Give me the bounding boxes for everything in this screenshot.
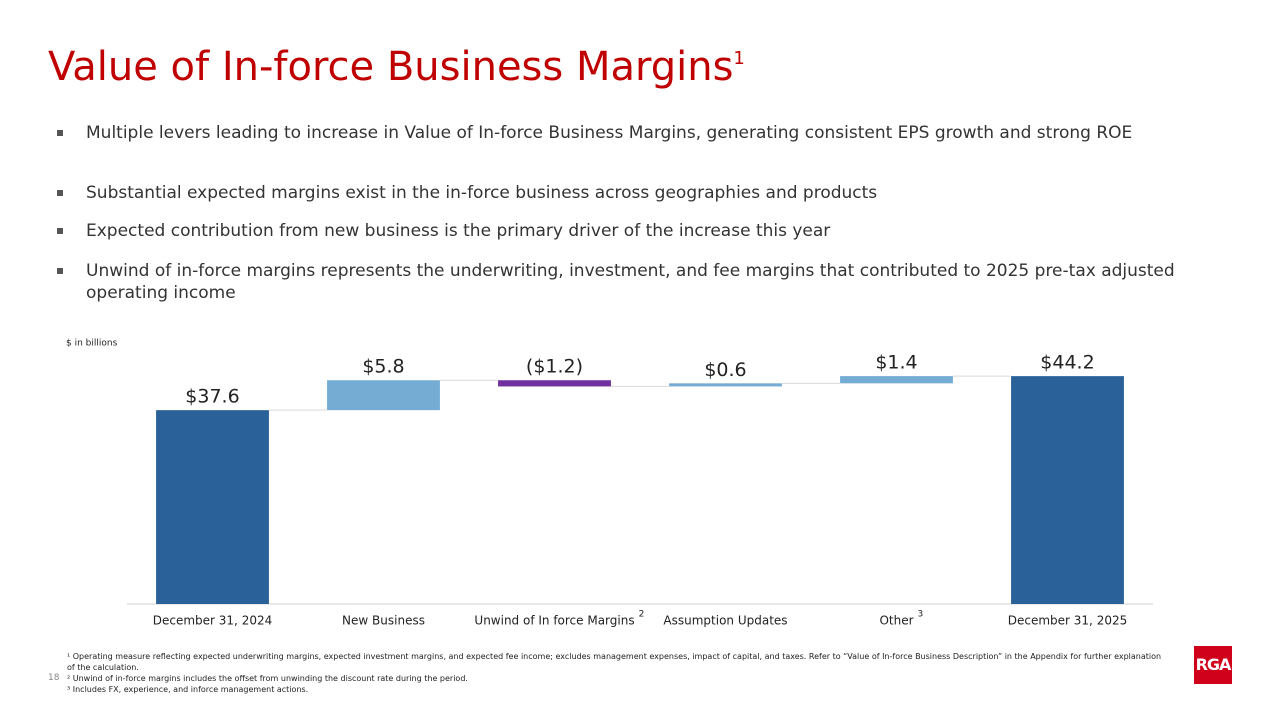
value-label: $44.2: [1040, 352, 1094, 374]
title-note: 1: [733, 48, 745, 69]
x-tick-label: Other: [879, 614, 913, 628]
x-tick-label: December 31, 2024: [153, 614, 272, 628]
slide-title: Value of In-force Business Margins1: [48, 44, 745, 90]
delta-bar: [840, 376, 953, 384]
total-bar: [1011, 376, 1124, 604]
value-label: $1.4: [875, 352, 917, 374]
title-text: Value of In-force Business Margins: [48, 44, 734, 90]
x-tick-label: December 31, 2025: [1008, 614, 1127, 628]
bullet: Unwind of in-force margins represents th…: [57, 260, 1186, 304]
x-tick-label: Assumption Updates: [663, 614, 787, 628]
page-number: 18: [48, 673, 60, 683]
total-bar: [156, 410, 269, 604]
value-label: $5.8: [362, 356, 404, 378]
x-tick-label: New Business: [342, 614, 425, 628]
bullet: Multiple levers leading to increase in V…: [57, 122, 1186, 144]
footnote: ² Unwind of in-force margins includes th…: [67, 674, 468, 683]
footnotes: ¹ Operating measure reflecting expected …: [67, 651, 1167, 695]
category-note: 2: [639, 610, 645, 620]
footnote: ¹ Operating measure reflecting expected …: [67, 652, 1162, 672]
bullet: Substantial expected margins exist in th…: [57, 182, 1186, 204]
category-note: 3: [918, 610, 924, 620]
value-label: $0.6: [704, 359, 746, 381]
value-label: ($1.2): [526, 356, 583, 378]
delta-bar: [669, 383, 782, 387]
value-label: $37.6: [185, 386, 239, 408]
delta-bar: [327, 380, 440, 411]
logo: RGA: [1194, 646, 1232, 684]
delta-bar: [498, 380, 611, 387]
unit-label: $ in billions: [66, 339, 118, 349]
bullet: Expected contribution from new business …: [57, 220, 1186, 242]
footnote: ³ Includes FX, experience, and inforce m…: [67, 685, 309, 694]
x-tick-label: Unwind of In force Margins: [474, 614, 634, 628]
